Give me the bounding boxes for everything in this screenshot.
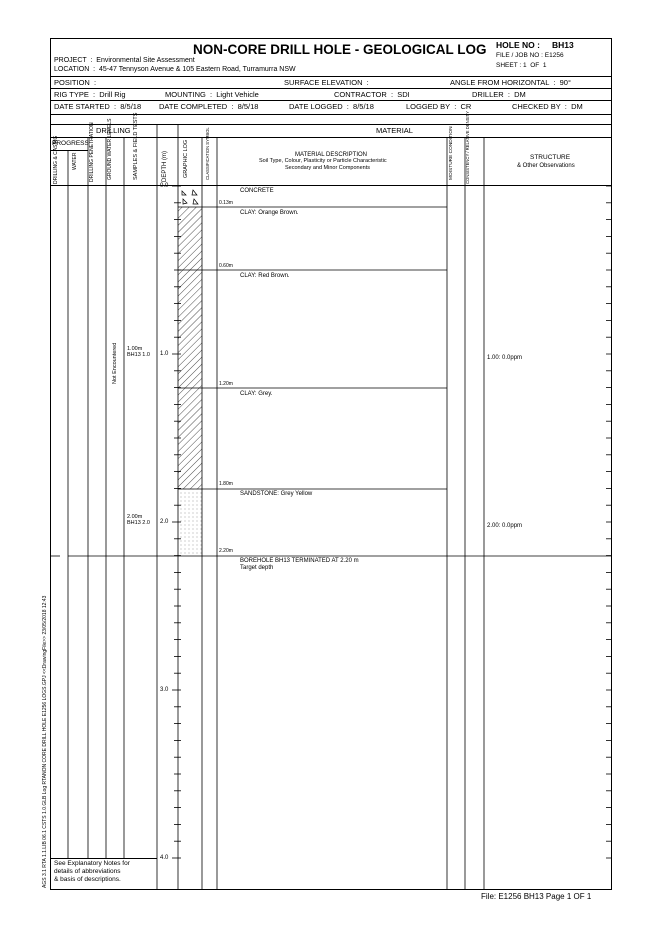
position-field: POSITION : bbox=[54, 78, 97, 87]
layer-top-depth: 1.20m bbox=[219, 381, 233, 387]
contractor-field: CONTRACTOR : SDI bbox=[334, 90, 410, 99]
date-completed-field: DATE COMPLETED : 8/5/18 bbox=[159, 102, 259, 111]
depth-tick-1: 1.0 bbox=[160, 351, 169, 357]
depth-tick-3: 3.0 bbox=[160, 687, 169, 693]
date-logged-field: DATE LOGGED : 8/5/18 bbox=[289, 102, 374, 111]
material-description-line2: Secondary and Minor Components bbox=[285, 165, 370, 171]
depth-tick-4: 4.0 bbox=[160, 855, 169, 861]
layer-desc: SANDSTONE: Grey Yellow bbox=[240, 491, 313, 497]
observation-entry: 2.00: 0.0ppm bbox=[487, 523, 523, 529]
layer-top-depth: 2.20m bbox=[219, 548, 233, 554]
hole-no: BH13 bbox=[552, 40, 574, 50]
layer-desc: CLAY: Orange Brown. bbox=[240, 210, 299, 216]
file-job-no: FILE / JOB NO : E1256 bbox=[496, 52, 564, 59]
layer-top-depth: 0.13m bbox=[219, 200, 233, 206]
location-line: LOCATION : 45-47 Tennyson Avenue & 105 E… bbox=[54, 66, 296, 73]
log-sheet-frame bbox=[50, 38, 612, 890]
layer-top-depth: 1.80m bbox=[219, 481, 233, 487]
file-page-footer: File: E1256 BH13 Page 1 OF 1 bbox=[481, 892, 592, 901]
sample-id: BH13 1.0 bbox=[127, 352, 150, 358]
layer-desc-concrete: CONCRETE bbox=[240, 188, 274, 194]
logged-by-field: LOGGED BY : CR bbox=[406, 102, 472, 111]
rig-type-field: RIG TYPE : Drill Rig bbox=[54, 90, 126, 99]
project-line: PROJECT : Environmental Site Assessment bbox=[54, 57, 195, 64]
sheet-no: SHEET : 1 OF 1 bbox=[496, 62, 547, 69]
drilling-group-header: DRILLING bbox=[96, 126, 131, 135]
structure-header: STRUCTURE bbox=[530, 154, 571, 161]
checked-by-field: CHECKED BY : DM bbox=[512, 102, 583, 111]
depth-tick-2: 2.0 bbox=[160, 519, 169, 525]
surface-elevation-field: SURFACE ELEVATION : bbox=[284, 78, 369, 87]
hole-no-label: HOLE NO : bbox=[496, 40, 540, 50]
structure-subheader: & Other Observations bbox=[517, 163, 575, 169]
sample-depth: 2.00m bbox=[127, 514, 143, 520]
material-description-line1: Soil Type, Colour, Plasticity or Particl… bbox=[259, 158, 387, 164]
explanatory-note: & basis of descriptions. bbox=[54, 876, 121, 883]
driller-field: DRILLER : DM bbox=[472, 90, 526, 99]
mounting-field: MOUNTING : Light Vehicle bbox=[165, 90, 259, 99]
log-title: NON-CORE DRILL HOLE - GEOLOGICAL LOG bbox=[193, 42, 487, 57]
layer-desc: CLAY: Grey. bbox=[240, 391, 273, 397]
material-description-header: MATERIAL DESCRIPTION bbox=[295, 152, 368, 158]
date-started-field: DATE STARTED : 8/5/18 bbox=[54, 102, 142, 111]
target-depth-note: Target depth bbox=[240, 565, 274, 571]
termination-note: BOREHOLE BH13 TERMINATED AT 2.20 m bbox=[240, 558, 359, 564]
material-group-header: MATERIAL bbox=[376, 126, 413, 135]
layer-desc: CLAY: Red Brown. bbox=[240, 273, 290, 279]
progress-header: PROGRESS bbox=[52, 140, 89, 147]
layer-top-depth: 0.60m bbox=[219, 263, 233, 269]
angle-field: ANGLE FROM HORIZONTAL : 90° bbox=[450, 78, 571, 87]
sample-id: BH13 2.0 bbox=[127, 520, 150, 526]
explanatory-note: See Explanatory Notes for bbox=[54, 860, 130, 867]
observation-entry: 1.00: 0.0ppm bbox=[487, 355, 523, 361]
explanatory-note: details of abbreviations bbox=[54, 868, 121, 875]
depth-tick-0: 0.0 bbox=[160, 183, 169, 189]
sample-depth: 1.00m bbox=[127, 346, 143, 352]
